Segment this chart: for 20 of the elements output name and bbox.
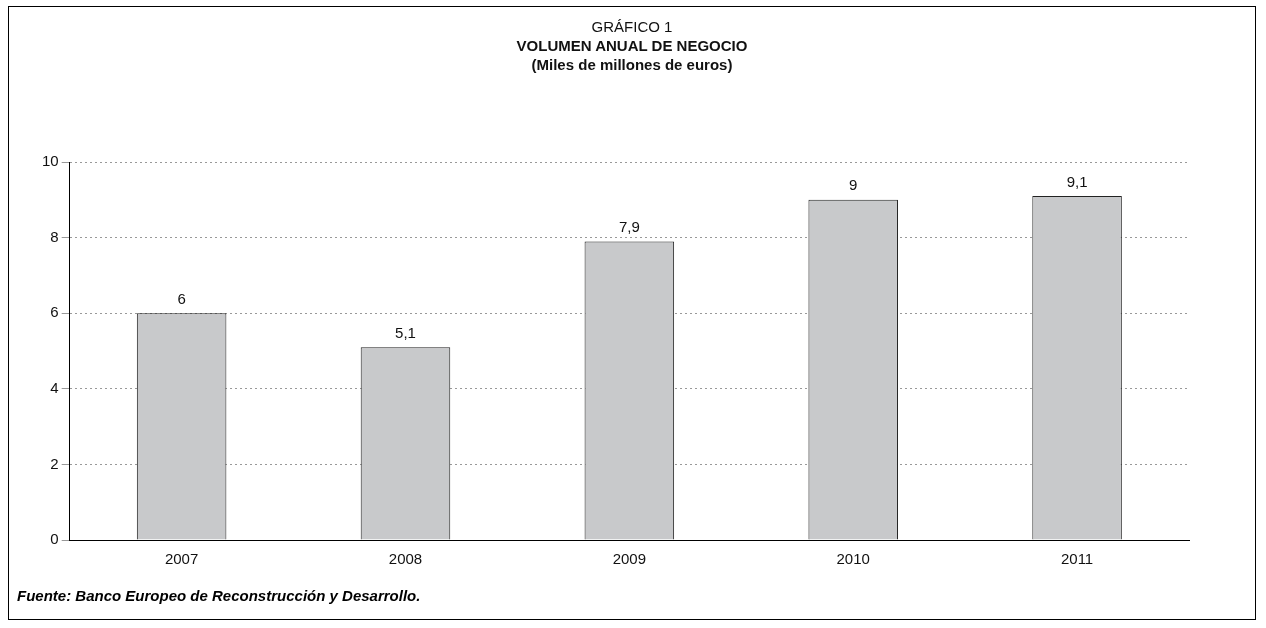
chart-title: GRÁFICO 1	[590, 17, 674, 36]
x-tick-label: 2008	[388, 550, 423, 568]
data-label: 9,1	[1066, 172, 1088, 190]
x-tick-label: 2007	[164, 550, 199, 568]
chart-subtitle: VOLUMEN ANUAL DE NEGOCIO	[515, 36, 749, 55]
data-label: 6	[177, 289, 186, 307]
y-tick-label: 0	[50, 530, 59, 548]
x-tick-label: 2011	[1060, 550, 1094, 568]
data-label: 5,1	[395, 323, 416, 341]
data-label: 7,9	[618, 218, 640, 236]
source-note: Fuente: Banco Europeo de Reconstrucción y Desarrollo.	[17, 587, 421, 604]
y-tick-label: 2	[50, 454, 59, 472]
y-tick-label: 6	[50, 303, 59, 321]
x-tick-label: 2010	[836, 550, 870, 568]
y-tick-label: 8	[50, 227, 59, 245]
y-tick-label: 10	[42, 152, 59, 170]
text: (Miles de millones de euros)	[530, 55, 734, 74]
data-label: 9	[849, 176, 858, 194]
x-tick-label: 2009	[612, 550, 647, 568]
y-tick-label: 4	[50, 378, 59, 396]
